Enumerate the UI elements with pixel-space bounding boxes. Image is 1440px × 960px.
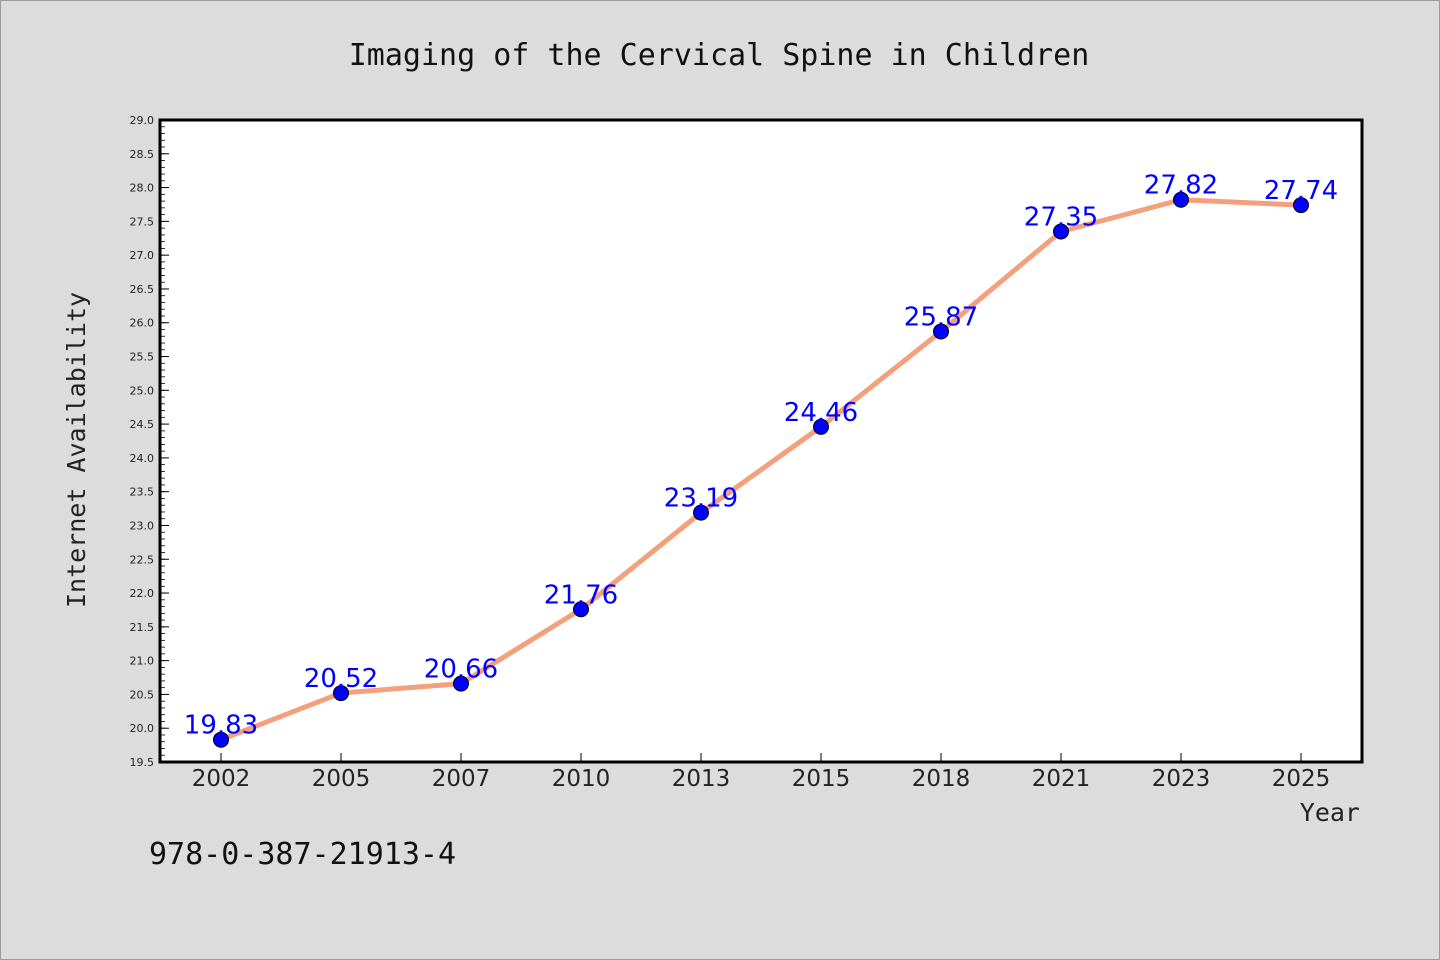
x-axis-title: Year bbox=[1300, 798, 1360, 827]
y-tick-label: 24.0 bbox=[130, 452, 155, 465]
y-tick-label: 21.0 bbox=[130, 655, 155, 668]
y-tick-label: 22.0 bbox=[130, 587, 155, 600]
isbn-code: 978-0-387-21913-4 bbox=[149, 837, 456, 872]
y-tick-label: 25.0 bbox=[130, 384, 155, 397]
x-tick-label: 2023 bbox=[1152, 766, 1211, 792]
data-point bbox=[813, 418, 829, 435]
x-tick-label: 2018 bbox=[912, 766, 971, 792]
x-tick-label: 2005 bbox=[312, 766, 371, 792]
y-axis-title: Internet Availability bbox=[62, 292, 91, 608]
data-label: 27.35 bbox=[1024, 203, 1098, 233]
data-label: 24.46 bbox=[784, 398, 858, 428]
data-label: 23.19 bbox=[664, 484, 738, 514]
data-label: 27.74 bbox=[1264, 176, 1338, 206]
x-tick-label: 2015 bbox=[792, 766, 851, 792]
x-tick-label: 2013 bbox=[672, 766, 731, 792]
y-tick-label: 25.5 bbox=[130, 351, 155, 364]
y-tick-label: 19.5 bbox=[130, 756, 155, 769]
data-point bbox=[933, 323, 949, 340]
y-tick-label: 23.5 bbox=[130, 486, 155, 499]
y-tick-label: 28.0 bbox=[130, 182, 155, 195]
y-tick-label: 20.5 bbox=[130, 688, 155, 701]
x-axis: 2002 2005 2007 2010 2013 2015 2018 2021 2023 2025 bbox=[192, 753, 1331, 792]
data-label: 20.66 bbox=[424, 655, 498, 685]
data-point bbox=[1293, 197, 1309, 214]
chart-title: Imaging of the Cervical Spine in Childre… bbox=[349, 38, 1090, 73]
x-tick-label: 2007 bbox=[432, 766, 491, 792]
data-point bbox=[693, 504, 709, 521]
data-label: 20.52 bbox=[304, 664, 378, 694]
x-tick-label: 2025 bbox=[1272, 766, 1331, 792]
y-tick-label: 22.5 bbox=[130, 553, 155, 566]
plot-area bbox=[158, 118, 1364, 764]
data-point bbox=[1173, 191, 1189, 208]
y-tick-label: 26.5 bbox=[130, 283, 155, 296]
data-point bbox=[453, 675, 469, 692]
y-tick-label: 28.5 bbox=[130, 148, 155, 161]
data-point bbox=[333, 685, 349, 702]
y-axis: 19.5 20.0 20.5 21.0 21.5 22.0 22.5 23.0 23.5 24.0… bbox=[130, 114, 169, 769]
data-label: 19.83 bbox=[184, 711, 258, 741]
data-point bbox=[213, 731, 229, 748]
x-tick-label: 2002 bbox=[192, 766, 251, 792]
y-tick-label: 23.0 bbox=[130, 519, 155, 532]
y-tick-label: 21.5 bbox=[130, 621, 155, 634]
data-label: 21.76 bbox=[544, 580, 618, 610]
data-label: 25.87 bbox=[904, 303, 978, 333]
x-tick-label: 2021 bbox=[1032, 766, 1091, 792]
y-tick-label: 20.0 bbox=[130, 722, 155, 735]
y-tick-label: 29.0 bbox=[130, 114, 155, 127]
series-layer: 19.83 20.52 20.66 21.76 23.19 24.46 25.87 27.35… bbox=[184, 171, 1338, 748]
y-tick-label: 24.5 bbox=[130, 418, 155, 431]
data-point bbox=[1053, 223, 1069, 240]
y-tick-label: 27.5 bbox=[130, 215, 155, 228]
data-point bbox=[573, 601, 589, 618]
y-tick-label: 27.0 bbox=[130, 249, 155, 262]
series-line bbox=[220, 197, 1302, 743]
y-tick-label: 26.0 bbox=[130, 317, 155, 330]
x-tick-label: 2010 bbox=[552, 766, 611, 792]
data-label: 27.82 bbox=[1144, 171, 1218, 201]
